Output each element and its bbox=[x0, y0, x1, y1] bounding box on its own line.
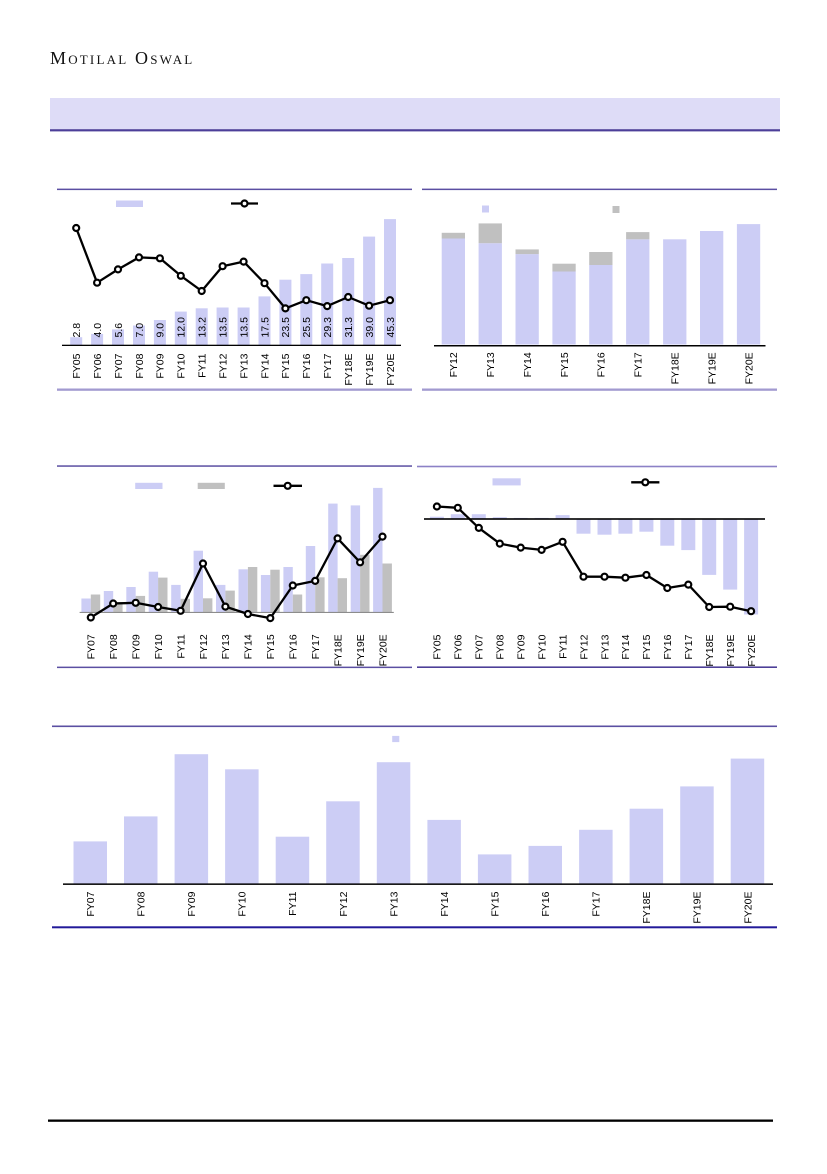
svg-text:FY08: FY08 bbox=[136, 891, 148, 916]
svg-text:FY11: FY11 bbox=[287, 891, 299, 915]
svg-text:FY12: FY12 bbox=[448, 352, 460, 377]
svg-text:FY16: FY16 bbox=[540, 891, 552, 916]
svg-text:FY05: FY05 bbox=[432, 634, 444, 659]
svg-text:FY15: FY15 bbox=[641, 634, 653, 659]
svg-text:FY07: FY07 bbox=[113, 353, 125, 378]
svg-text:FY20E: FY20E bbox=[385, 354, 397, 386]
svg-text:FY18E: FY18E bbox=[670, 352, 682, 384]
svg-text:9.0: 9.0 bbox=[155, 323, 167, 338]
svg-text:FY12: FY12 bbox=[217, 353, 229, 378]
svg-text:FY11: FY11 bbox=[197, 353, 209, 377]
svg-text:25.5: 25.5 bbox=[301, 317, 313, 338]
svg-text:FY19E: FY19E bbox=[355, 634, 367, 666]
svg-text:17.5: 17.5 bbox=[259, 317, 271, 338]
svg-text:FY17: FY17 bbox=[310, 634, 322, 659]
svg-text:FY13: FY13 bbox=[388, 891, 400, 916]
svg-text:FY20E: FY20E bbox=[742, 892, 754, 924]
svg-text:FY20E: FY20E bbox=[743, 352, 755, 384]
svg-text:FY13: FY13 bbox=[220, 634, 232, 659]
svg-text:FY18E: FY18E bbox=[332, 634, 344, 666]
svg-text:FY19E: FY19E bbox=[725, 635, 737, 667]
svg-text:FY13: FY13 bbox=[238, 353, 250, 378]
svg-text:FY08: FY08 bbox=[108, 634, 120, 659]
svg-text:FY11: FY11 bbox=[557, 634, 569, 658]
svg-text:FY17: FY17 bbox=[591, 891, 603, 916]
svg-text:FY07: FY07 bbox=[85, 891, 97, 916]
svg-text:FY06: FY06 bbox=[92, 353, 104, 378]
svg-text:FY09: FY09 bbox=[155, 353, 167, 378]
svg-text:FY15: FY15 bbox=[280, 353, 292, 378]
svg-text:FY19E: FY19E bbox=[692, 892, 704, 924]
svg-text:FY10: FY10 bbox=[536, 634, 548, 659]
svg-text:FY14: FY14 bbox=[243, 634, 255, 659]
svg-text:FY18E: FY18E bbox=[641, 892, 653, 924]
svg-text:FY13: FY13 bbox=[599, 634, 611, 659]
svg-text:FY08: FY08 bbox=[134, 353, 146, 378]
svg-text:2.8: 2.8 bbox=[71, 323, 83, 338]
svg-text:FY16: FY16 bbox=[662, 634, 674, 659]
svg-text:31.3: 31.3 bbox=[343, 317, 355, 338]
svg-text:FY16: FY16 bbox=[288, 634, 300, 659]
svg-text:FY17: FY17 bbox=[322, 353, 334, 378]
svg-text:FY05: FY05 bbox=[71, 353, 83, 378]
svg-text:13.2: 13.2 bbox=[197, 317, 209, 338]
svg-text:4.0: 4.0 bbox=[92, 323, 104, 338]
svg-text:FY06: FY06 bbox=[453, 634, 465, 659]
svg-text:FY17: FY17 bbox=[683, 634, 695, 659]
svg-text:FY19E: FY19E bbox=[364, 354, 376, 386]
svg-text:FY16: FY16 bbox=[301, 353, 313, 378]
svg-text:FY09: FY09 bbox=[186, 891, 198, 916]
svg-text:FY10: FY10 bbox=[153, 634, 165, 659]
svg-text:FY12: FY12 bbox=[338, 891, 350, 916]
svg-text:FY07: FY07 bbox=[86, 634, 98, 659]
svg-text:23.5: 23.5 bbox=[280, 317, 292, 338]
svg-text:12.0: 12.0 bbox=[176, 317, 188, 338]
svg-text:FY13: FY13 bbox=[485, 352, 497, 377]
svg-text:FY20E: FY20E bbox=[746, 635, 758, 667]
svg-text:FY15: FY15 bbox=[559, 352, 571, 377]
svg-text:29.3: 29.3 bbox=[322, 317, 334, 338]
svg-text:13.5: 13.5 bbox=[238, 317, 250, 338]
svg-text:FY14: FY14 bbox=[259, 353, 271, 378]
svg-text:FY08: FY08 bbox=[495, 634, 507, 659]
svg-text:FY16: FY16 bbox=[596, 352, 608, 377]
svg-text:FY15: FY15 bbox=[265, 634, 277, 659]
svg-text:FY14: FY14 bbox=[439, 891, 451, 916]
svg-text:FY18E: FY18E bbox=[343, 354, 355, 386]
svg-text:FY07: FY07 bbox=[474, 634, 486, 659]
svg-text:7.0: 7.0 bbox=[134, 323, 146, 338]
svg-text:FY19E: FY19E bbox=[706, 352, 718, 384]
svg-text:FY18E: FY18E bbox=[704, 635, 716, 667]
svg-text:FY09: FY09 bbox=[516, 634, 528, 659]
svg-text:FY10: FY10 bbox=[176, 353, 188, 378]
svg-text:FY09: FY09 bbox=[131, 634, 143, 659]
svg-text:5.6: 5.6 bbox=[113, 323, 125, 338]
svg-text:Motilal Oswal: Motilal Oswal bbox=[50, 48, 194, 68]
svg-text:FY12: FY12 bbox=[198, 634, 210, 659]
svg-text:FY12: FY12 bbox=[578, 634, 590, 659]
svg-text:FY11: FY11 bbox=[175, 634, 187, 658]
svg-text:FY15: FY15 bbox=[490, 891, 502, 916]
svg-text:FY14: FY14 bbox=[620, 634, 632, 659]
svg-text:FY10: FY10 bbox=[237, 891, 249, 916]
svg-text:FY17: FY17 bbox=[633, 352, 645, 377]
svg-text:FY14: FY14 bbox=[522, 352, 534, 377]
svg-text:45.3: 45.3 bbox=[385, 317, 397, 338]
svg-text:39.0: 39.0 bbox=[364, 317, 376, 338]
svg-text:13.5: 13.5 bbox=[217, 317, 229, 338]
svg-text:FY20E: FY20E bbox=[377, 634, 389, 666]
